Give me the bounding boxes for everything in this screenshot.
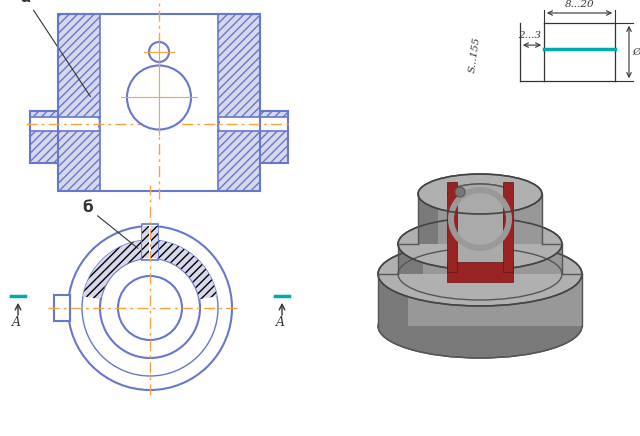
Bar xyxy=(220,117,288,131)
Bar xyxy=(503,182,513,272)
Bar xyxy=(151,226,158,258)
Circle shape xyxy=(455,187,465,197)
Text: а: а xyxy=(20,0,90,97)
Bar xyxy=(448,189,512,239)
Bar xyxy=(30,111,100,163)
Bar xyxy=(418,194,438,244)
Bar xyxy=(457,194,503,262)
Ellipse shape xyxy=(378,242,582,306)
Ellipse shape xyxy=(378,294,582,358)
Bar xyxy=(378,274,582,326)
Ellipse shape xyxy=(448,184,512,204)
Text: A: A xyxy=(275,316,285,329)
Text: 2...3: 2...3 xyxy=(518,31,541,40)
Bar xyxy=(142,226,149,258)
Ellipse shape xyxy=(398,218,562,270)
Bar xyxy=(58,14,100,191)
Wedge shape xyxy=(448,187,512,251)
Bar xyxy=(100,14,218,191)
Circle shape xyxy=(68,226,232,390)
Circle shape xyxy=(127,65,191,129)
Bar xyxy=(218,111,288,163)
Circle shape xyxy=(82,240,218,376)
Text: 8...20: 8...20 xyxy=(564,0,595,9)
Circle shape xyxy=(100,258,200,358)
Ellipse shape xyxy=(418,174,542,214)
Circle shape xyxy=(118,276,182,340)
Polygon shape xyxy=(83,240,217,300)
Bar xyxy=(54,295,70,321)
Ellipse shape xyxy=(448,184,512,204)
Bar xyxy=(447,182,457,272)
Text: Ø25: Ø25 xyxy=(632,48,640,57)
Circle shape xyxy=(149,42,169,62)
Bar xyxy=(30,117,98,131)
Text: S...155: S...155 xyxy=(468,36,482,74)
Bar xyxy=(418,194,542,244)
Bar xyxy=(378,274,408,326)
Bar xyxy=(142,224,158,260)
Text: б: б xyxy=(82,200,138,248)
Bar xyxy=(58,14,260,191)
Bar xyxy=(218,14,260,191)
Bar xyxy=(398,244,562,274)
Bar xyxy=(398,244,423,274)
Bar xyxy=(447,262,513,282)
Text: A: A xyxy=(12,316,20,329)
